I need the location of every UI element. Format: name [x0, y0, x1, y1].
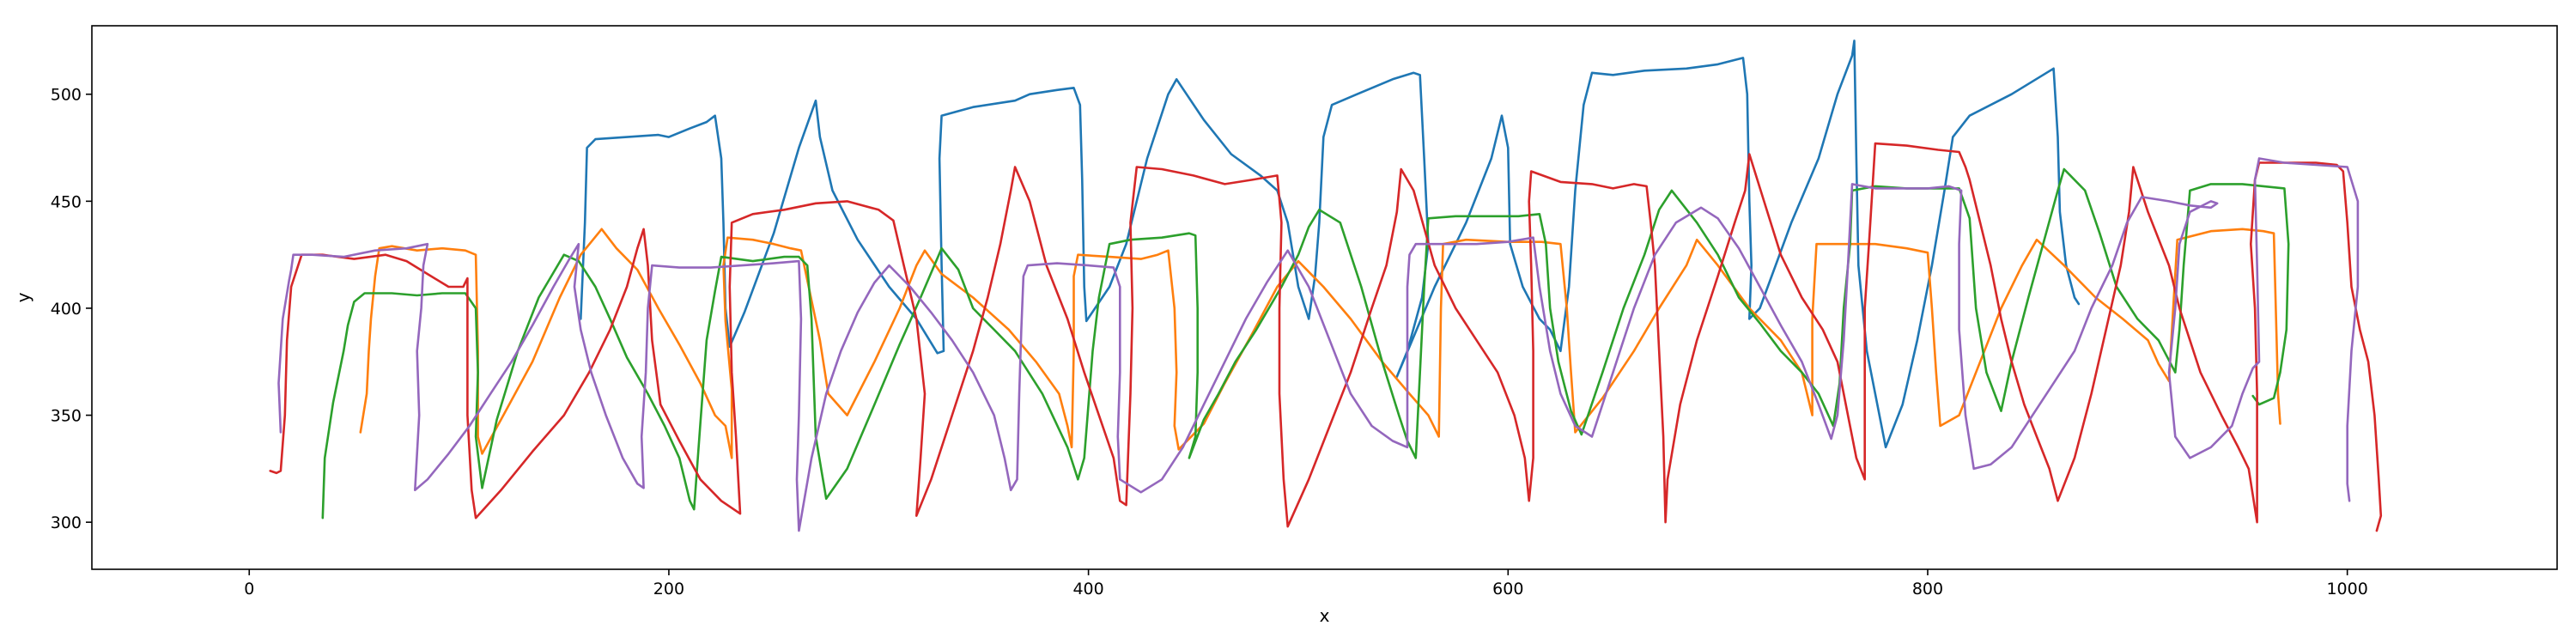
series-layer — [269, 39, 2383, 532]
x-tick-label: 1000 — [2326, 580, 2367, 598]
x-tick-label: 200 — [653, 580, 684, 598]
y-tick-label: 300 — [51, 513, 82, 532]
x-tick-label: 0 — [244, 580, 254, 598]
axes-frame — [91, 25, 2558, 570]
series-line-1 — [579, 39, 2081, 449]
series-line-4 — [269, 142, 2383, 532]
plot-area: 0 200 400 600 800 1000 300 350 400 450 500 x y — [13, 25, 2558, 626]
y-tick-label: 500 — [51, 86, 82, 105]
y-tick-label: 450 — [51, 192, 82, 211]
y-axis-label: y — [13, 292, 33, 302]
x-tick-label: 600 — [1492, 580, 1523, 598]
series-line-5 — [277, 157, 2360, 532]
x-axis-label: x — [1320, 605, 1330, 626]
series-line-2 — [359, 228, 2281, 459]
x-tick-label: 800 — [1912, 580, 1943, 598]
y-axis: 300 350 400 450 500 — [51, 86, 92, 532]
x-axis: 0 200 400 600 800 1000 — [244, 569, 2368, 598]
x-tick-label: 400 — [1072, 580, 1103, 598]
y-tick-label: 350 — [51, 407, 82, 426]
y-tick-label: 400 — [51, 300, 82, 319]
